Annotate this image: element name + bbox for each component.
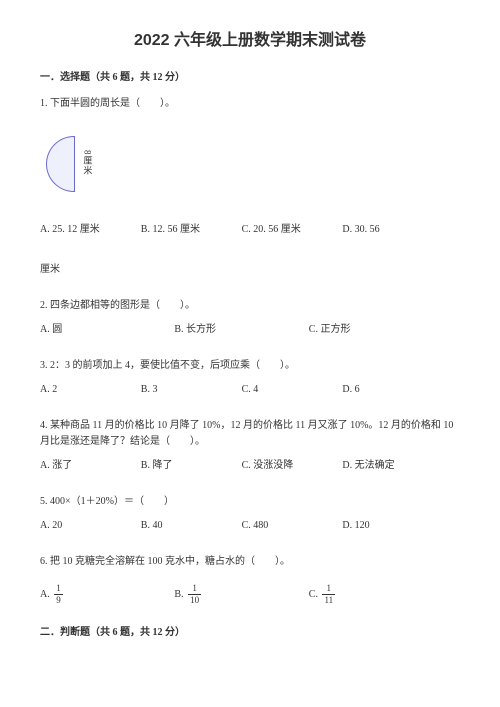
section-2-header: 二．判断题（共 6 题，共 12 分） — [40, 625, 460, 641]
q2-option-a[interactable]: A. 圆 — [40, 322, 174, 338]
semicircle-diameter-line — [74, 136, 75, 192]
page-title: 2022 六年级上册数学期末测试卷 — [40, 28, 460, 54]
question-4: 4. 某种商品 11 月的价格比 10 月降了 10%，12 月的价格比 11 … — [40, 418, 460, 474]
question-6: 6. 把 10 克糖完全溶解在 100 克水中，糖占水的（ ）。 A. 1 9 … — [40, 554, 460, 605]
q6-option-b[interactable]: B. 1 10 — [174, 584, 308, 605]
question-5: 5. 400×（1＋20%）＝（ ） A. 20 B. 40 C. 480 D.… — [40, 494, 460, 534]
q6-a-label: A. — [40, 588, 50, 599]
q4-option-c[interactable]: C. 没涨没降 — [242, 458, 343, 474]
question-3: 3. 2：3 的前项加上 4，要使比值不变，后项应乘（ ）。 A. 2 B. 3… — [40, 358, 460, 398]
section-1-header: 一．选择题（共 6 题，共 12 分） — [40, 70, 460, 86]
q4-option-a[interactable]: A. 涨了 — [40, 458, 141, 474]
q2-options: A. 圆 B. 长方形 C. 正方形 — [40, 322, 460, 338]
q6-c-num: 1 — [322, 584, 335, 595]
semicircle-diameter-label: 8厘米 — [80, 150, 94, 176]
q5-text: 5. 400×（1＋20%）＝（ ） — [40, 494, 460, 510]
question-1: 1. 下面半圆的周长是（ ）。 8厘米 A. 25. 12 厘米 B. 12. … — [40, 96, 460, 278]
q6-c-den: 11 — [322, 595, 335, 605]
q1-options: A. 25. 12 厘米 B. 12. 56 厘米 C. 20. 56 厘米 D… — [40, 222, 460, 238]
q6-c-label: C. — [309, 588, 318, 599]
fraction-icon: 1 10 — [188, 584, 201, 605]
q5-option-a[interactable]: A. 20 — [40, 518, 141, 534]
fraction-icon: 1 11 — [322, 584, 335, 605]
q6-option-a[interactable]: A. 1 9 — [40, 584, 174, 605]
q4-option-d[interactable]: D. 无法确定 — [342, 458, 443, 474]
q5-option-c[interactable]: C. 480 — [242, 518, 343, 534]
q6-text: 6. 把 10 克糖完全溶解在 100 克水中，糖占水的（ ）。 — [40, 554, 460, 570]
q3-options: A. 2 B. 3 C. 4 D. 6 — [40, 382, 460, 398]
q2-option-c[interactable]: C. 正方形 — [309, 322, 443, 338]
q6-option-c[interactable]: C. 1 11 — [309, 584, 443, 605]
q4-text: 4. 某种商品 11 月的价格比 10 月降了 10%，12 月的价格比 11 … — [40, 418, 460, 450]
q6-options: A. 1 9 B. 1 10 C. 1 11 — [40, 584, 460, 605]
q3-text: 3. 2：3 的前项加上 4，要使比值不变，后项应乘（ ）。 — [40, 358, 460, 374]
fraction-icon: 1 9 — [54, 584, 63, 605]
q1-unit-below: 厘米 — [40, 262, 460, 278]
q6-b-den: 10 — [188, 595, 201, 605]
q1-text: 1. 下面半圆的周长是（ ）。 — [40, 96, 460, 112]
q2-option-b[interactable]: B. 长方形 — [174, 322, 308, 338]
q1-figure: 8厘米 — [40, 130, 460, 200]
q6-a-den: 9 — [54, 595, 63, 605]
q6-b-label: B. — [174, 588, 183, 599]
q6-a-num: 1 — [54, 584, 63, 595]
q5-options: A. 20 B. 40 C. 480 D. 120 — [40, 518, 460, 534]
q1-option-b[interactable]: B. 12. 56 厘米 — [141, 222, 242, 238]
q2-text: 2. 四条边都相等的图形是（ ）。 — [40, 298, 460, 314]
q1-option-a[interactable]: A. 25. 12 厘米 — [40, 222, 141, 238]
q3-option-c[interactable]: C. 4 — [242, 382, 343, 398]
q6-b-num: 1 — [188, 584, 201, 595]
question-2: 2. 四条边都相等的图形是（ ）。 A. 圆 B. 长方形 C. 正方形 — [40, 298, 460, 338]
q3-option-a[interactable]: A. 2 — [40, 382, 141, 398]
q5-option-b[interactable]: B. 40 — [141, 518, 242, 534]
q1-option-c[interactable]: C. 20. 56 厘米 — [242, 222, 343, 238]
q5-option-d[interactable]: D. 120 — [342, 518, 443, 534]
semicircle-icon — [46, 136, 74, 192]
q1-option-d[interactable]: D. 30. 56 — [342, 222, 443, 238]
q4-options: A. 涨了 B. 降了 C. 没涨没降 D. 无法确定 — [40, 458, 460, 474]
q3-option-d[interactable]: D. 6 — [342, 382, 443, 398]
q3-option-b[interactable]: B. 3 — [141, 382, 242, 398]
q4-option-b[interactable]: B. 降了 — [141, 458, 242, 474]
